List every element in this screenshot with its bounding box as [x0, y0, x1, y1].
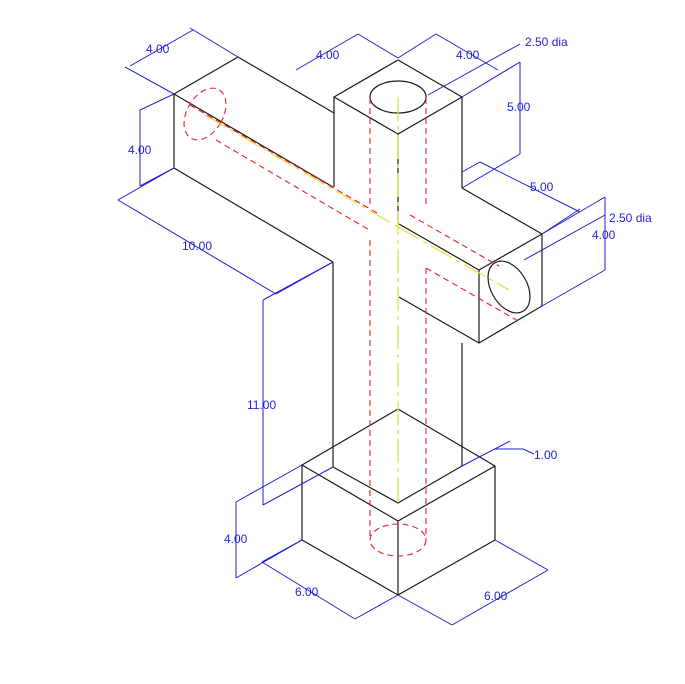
dim-left-arm-width: 4.00: [146, 42, 170, 56]
hidden-bore-right-arm: [409, 214, 521, 323]
dim-base-height: 4.00: [224, 532, 248, 546]
centerline-left-arm: [204, 114, 399, 228]
dim-stem-height: 11.00: [247, 398, 276, 412]
dim-top-width-left: 4.00: [316, 48, 340, 62]
left-arm-outline: [173, 56, 335, 263]
right-arm-outline: [398, 187, 543, 344]
dim-top-width-right: 4.00: [456, 48, 480, 62]
dimension-labels: 4.00 4.00 10.00 4.00 4.00 2.50 dia 5.00 …: [128, 35, 652, 603]
hidden-lines: [189, 98, 521, 557]
dimension-lines: [117, 27, 606, 626]
hidden-bore-top: [369, 98, 427, 205]
hidden-bore-left-arm: [189, 104, 378, 232]
dim-right-arm-height: 4.00: [592, 228, 616, 242]
object-lines: [173, 56, 543, 596]
dim-left-arm-length: 10.00: [182, 239, 212, 253]
hidden-bottom-hole: [369, 523, 427, 557]
center-lines: [204, 97, 510, 503]
dim-top-height: 5.00: [507, 100, 531, 114]
stem-outline: [332, 262, 463, 504]
right-arm-hole: [487, 260, 531, 314]
dim-top-hole: 2.50 dia: [525, 35, 568, 49]
dim-left-arm-height: 4.00: [128, 143, 152, 157]
hidden-bore-stem: [369, 240, 427, 540]
dim-right-hole: 2.50 dia: [609, 211, 652, 225]
dim-right-arm-length: 5.00: [530, 180, 554, 194]
dim-base-width-right: 6.00: [484, 589, 508, 603]
centerline-right-arm: [397, 226, 510, 291]
dim-base-width-left: 6.00: [295, 585, 319, 599]
base-outline: [301, 408, 496, 596]
dim-base-offset: 1.00: [534, 448, 558, 462]
left-arm-hole: [183, 87, 227, 141]
